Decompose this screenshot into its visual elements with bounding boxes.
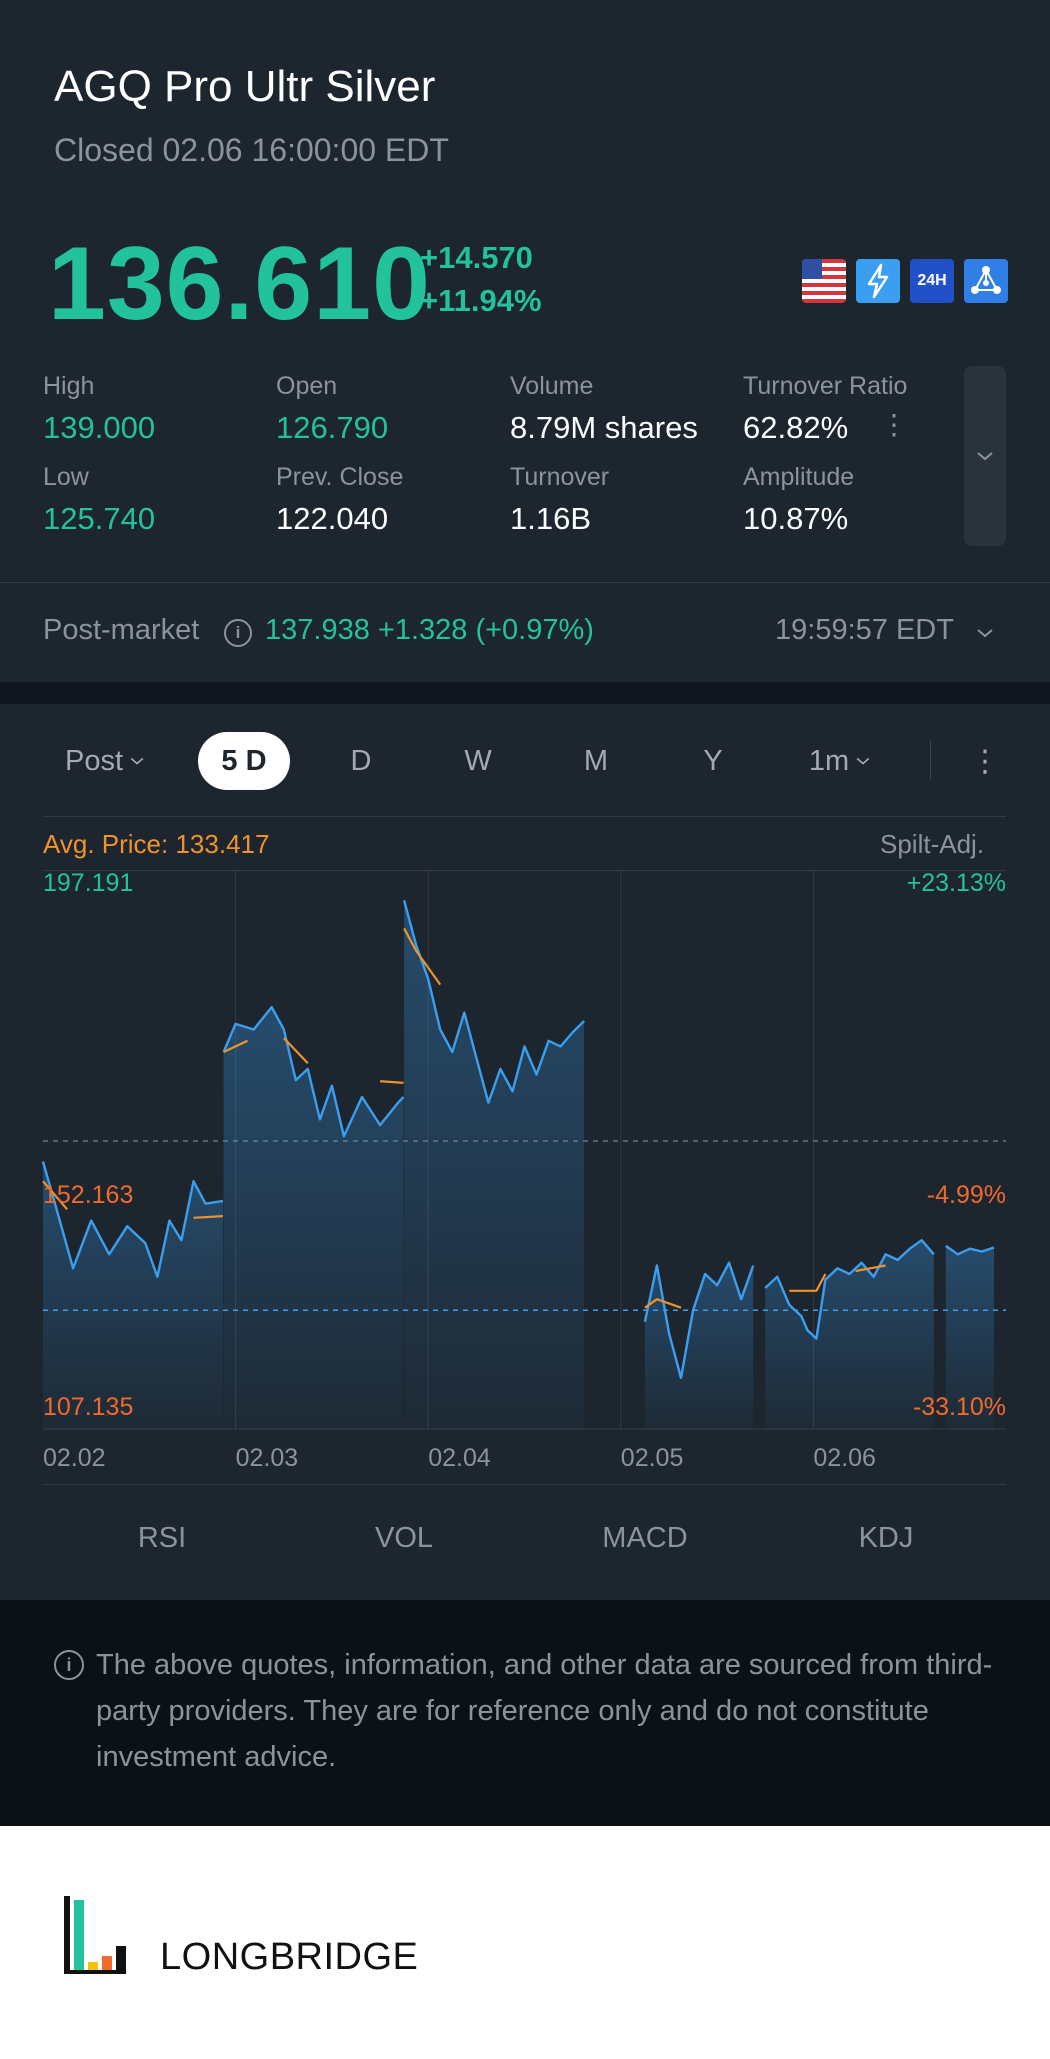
network-icon[interactable]: [964, 259, 1008, 303]
stat-turnover-label: Turnover: [510, 463, 609, 492]
stat-turnover-value: 1.16B: [510, 501, 591, 537]
tab-year[interactable]: Y: [682, 732, 744, 790]
price-area-segment: [765, 1240, 934, 1429]
indicator-rsi[interactable]: RSI: [82, 1522, 242, 1555]
session-selector[interactable]: Post: [50, 732, 160, 790]
price-area-segment: [404, 900, 584, 1429]
chevron-down-icon: [976, 450, 994, 462]
chevron-down-icon: [855, 756, 871, 766]
more-vertical-icon[interactable]: ⋮: [880, 408, 908, 441]
stat-open-label: Open: [276, 372, 337, 401]
stat-high-value: 139.000: [43, 410, 155, 446]
price-change-percent: +11.94%: [420, 283, 542, 319]
split-adjusted-label[interactable]: Spilt-Adj.: [880, 829, 984, 860]
divider: [0, 582, 1050, 583]
avg-price-label: Avg. Price: 133.417: [43, 829, 269, 860]
24h-icon[interactable]: 24H: [910, 259, 954, 303]
last-price: 136.610: [48, 225, 431, 344]
divider: [43, 1484, 1006, 1485]
longbridge-logo-icon: [64, 1896, 144, 1976]
x-axis-label: 02.03: [236, 1444, 299, 1473]
lightning-1-icon[interactable]: [856, 259, 900, 303]
chevron-down-icon[interactable]: [976, 626, 994, 644]
y-axis-label-right: +23.13%: [907, 870, 1006, 897]
y-axis-label-left: 107.135: [43, 1393, 133, 1421]
stat-high-label: High: [43, 372, 94, 401]
stat-prev-close-value: 122.040: [276, 501, 388, 537]
price-chart[interactable]: 197.191 152.163 107.135 +23.13% -4.99% -33.10…: [0, 870, 1050, 1430]
y-axis-label-left: 197.191: [43, 870, 133, 897]
interval-selector-label: 1m: [809, 745, 849, 778]
x-axis-label: 02.06: [813, 1444, 876, 1473]
stat-low-label: Low: [43, 463, 89, 492]
session-selector-label: Post: [65, 745, 123, 778]
price-area-segment: [224, 1007, 404, 1429]
stat-low-value: 125.740: [43, 501, 155, 537]
page-title: AGQ Pro Ultr Silver: [54, 62, 435, 112]
badge-24h-label: 24H: [917, 272, 946, 290]
tab-month[interactable]: M: [565, 732, 627, 790]
footer-section: [0, 1826, 1050, 2059]
stat-turnover-ratio-label: Turnover Ratio: [743, 372, 907, 401]
y-axis-label-right: -4.99%: [927, 1181, 1006, 1209]
y-axis-label-right: -33.10%: [913, 1393, 1006, 1421]
tab-separator: [930, 740, 931, 780]
section-separator: [0, 682, 1050, 704]
x-axis-label: 02.05: [621, 1444, 684, 1473]
avg-price-line-segment: [380, 1081, 403, 1083]
info-icon: i: [54, 1650, 84, 1680]
price-change: +14.570: [420, 240, 533, 276]
indicator-macd[interactable]: MACD: [565, 1522, 725, 1555]
stat-turnover-ratio-value: 62.82%: [743, 410, 848, 446]
stat-amplitude-value: 10.87%: [743, 501, 848, 537]
stat-open-value: 126.790: [276, 410, 388, 446]
indicator-vol[interactable]: VOL: [324, 1522, 484, 1555]
x-axis-label: 02.02: [43, 1444, 106, 1473]
stat-amplitude-label: Amplitude: [743, 463, 854, 492]
interval-selector[interactable]: 1m: [795, 732, 885, 790]
avg-price-line-segment: [789, 1274, 825, 1291]
y-axis-label-left: 152.163: [43, 1181, 133, 1209]
stat-volume-label: Volume: [510, 372, 593, 401]
indicator-kdj[interactable]: KDJ: [806, 1522, 966, 1555]
expand-stats-button[interactable]: [964, 366, 1006, 546]
more-vertical-icon[interactable]: ⋮: [960, 732, 1010, 790]
tab-week[interactable]: W: [447, 732, 509, 790]
disclaimer-text: The above quotes, information, and other…: [96, 1642, 996, 1780]
stat-prev-close-label: Prev. Close: [276, 463, 403, 492]
x-axis-label: 02.04: [428, 1444, 491, 1473]
chevron-down-icon: [129, 756, 145, 766]
divider: [43, 816, 1006, 817]
stat-volume-value: 8.79M shares: [510, 410, 698, 446]
tab-day[interactable]: D: [330, 732, 392, 790]
tab-5d[interactable]: 5 D: [198, 732, 290, 790]
post-market-time[interactable]: 19:59:57 EDT: [775, 614, 954, 647]
post-market-label: Post-market: [43, 614, 199, 647]
market-status: Closed 02.06 16:00:00 EDT: [54, 132, 449, 169]
brand-name: LONGBRIDGE: [160, 1936, 418, 1979]
us-flag-icon[interactable]: [802, 259, 846, 303]
info-icon[interactable]: i: [224, 619, 252, 647]
post-market-value: 137.938 +1.328 (+0.97%): [265, 614, 594, 647]
